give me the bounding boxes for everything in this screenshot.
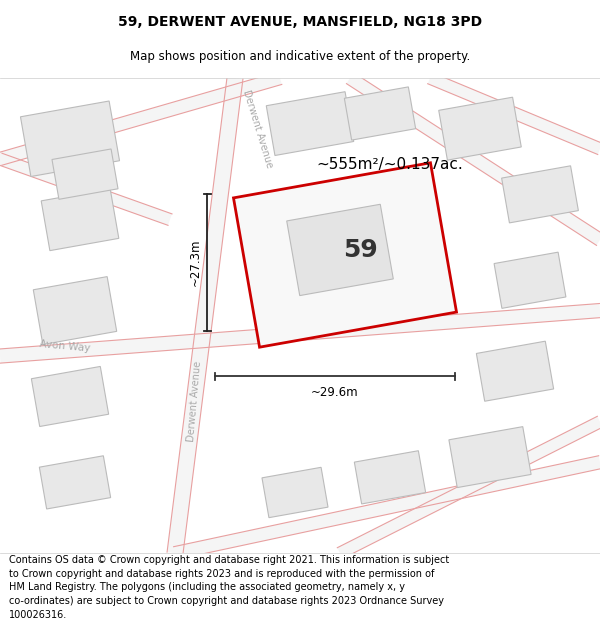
Polygon shape xyxy=(0,72,282,165)
Polygon shape xyxy=(167,77,243,554)
Text: Derwent Avenue: Derwent Avenue xyxy=(241,88,275,169)
Polygon shape xyxy=(20,101,119,176)
Polygon shape xyxy=(31,366,109,426)
Polygon shape xyxy=(266,92,354,156)
Polygon shape xyxy=(439,98,521,160)
Polygon shape xyxy=(40,456,110,509)
Polygon shape xyxy=(476,341,554,401)
Text: Contains OS data © Crown copyright and database right 2021. This information is : Contains OS data © Crown copyright and d… xyxy=(9,555,449,619)
Polygon shape xyxy=(262,468,328,518)
Polygon shape xyxy=(0,304,600,363)
Polygon shape xyxy=(287,204,393,296)
Polygon shape xyxy=(502,166,578,223)
Polygon shape xyxy=(344,87,416,140)
Text: 59: 59 xyxy=(343,238,377,262)
Text: 59, DERWENT AVENUE, MANSFIELD, NG18 3PD: 59, DERWENT AVENUE, MANSFIELD, NG18 3PD xyxy=(118,15,482,29)
Text: Derwent Avenue: Derwent Avenue xyxy=(187,361,203,442)
Polygon shape xyxy=(346,72,600,246)
Polygon shape xyxy=(173,456,600,559)
Polygon shape xyxy=(33,277,117,344)
Polygon shape xyxy=(52,149,118,199)
Polygon shape xyxy=(494,252,566,308)
Polygon shape xyxy=(449,427,531,488)
Polygon shape xyxy=(0,153,172,226)
Text: ~555m²/~0.137ac.: ~555m²/~0.137ac. xyxy=(317,156,463,171)
Polygon shape xyxy=(41,189,119,251)
Polygon shape xyxy=(337,416,600,559)
Polygon shape xyxy=(355,451,425,504)
Text: ~29.6m: ~29.6m xyxy=(311,386,359,399)
Text: ~27.3m: ~27.3m xyxy=(189,239,202,286)
Polygon shape xyxy=(428,72,600,154)
Polygon shape xyxy=(233,162,457,347)
Text: Avon Way: Avon Way xyxy=(39,339,91,353)
Text: Map shows position and indicative extent of the property.: Map shows position and indicative extent… xyxy=(130,50,470,62)
